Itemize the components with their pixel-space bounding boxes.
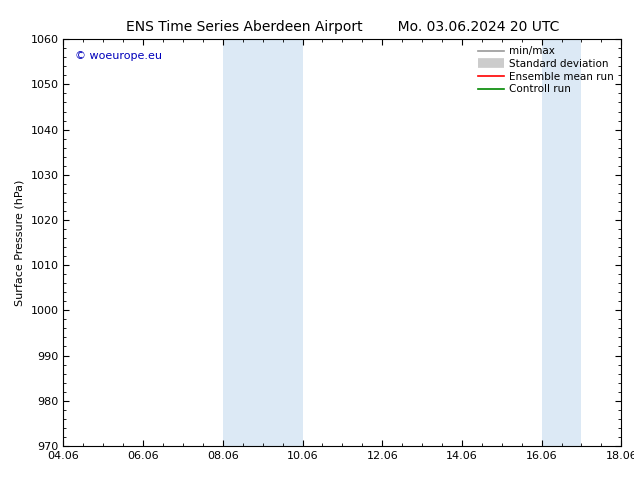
Bar — [541, 39, 581, 446]
Text: © woeurope.eu: © woeurope.eu — [75, 51, 162, 61]
Bar — [223, 39, 302, 446]
Y-axis label: Surface Pressure (hPa): Surface Pressure (hPa) — [15, 179, 25, 306]
Legend: min/max, Standard deviation, Ensemble mean run, Controll run: min/max, Standard deviation, Ensemble me… — [476, 45, 616, 97]
Title: ENS Time Series Aberdeen Airport        Mo. 03.06.2024 20 UTC: ENS Time Series Aberdeen Airport Mo. 03.… — [126, 20, 559, 34]
